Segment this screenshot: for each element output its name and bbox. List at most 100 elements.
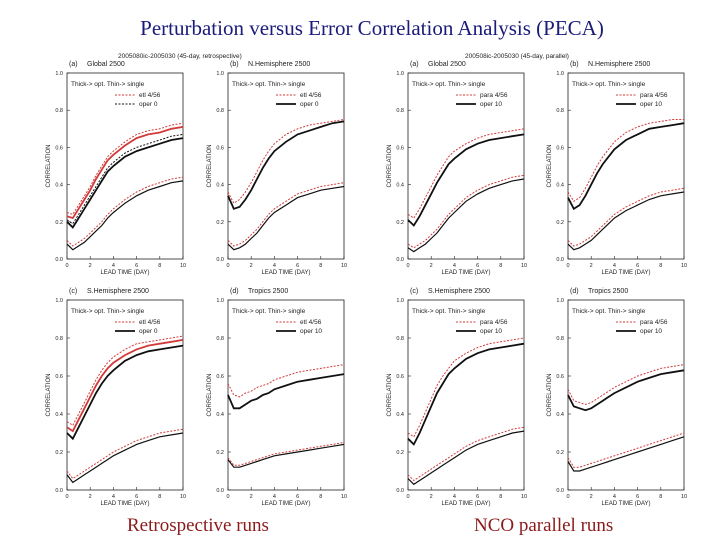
retrospective-b-legend-label: etl 4/56 — [300, 92, 322, 99]
retrospective-b-plot-frame — [227, 72, 345, 260]
parallel-b-xtick-label: 2 — [590, 263, 593, 269]
retrospective-c-ylabel: CORRELATION — [46, 374, 52, 417]
retrospective-d-ytick-label: 0.8 — [216, 336, 224, 342]
retrospective-d-subtitle: Tropics 2500 — [248, 288, 288, 295]
parallel-d-ytick-label: 0.2 — [556, 450, 564, 456]
retrospective-a-plot-frame — [66, 72, 184, 260]
parallel-c-xtick-label: 10 — [521, 494, 527, 500]
retrospective-c-series-2 — [66, 344, 184, 441]
retrospective-a-ytick-label: 0.8 — [55, 108, 63, 114]
parallel-c-panel-label: (c) — [410, 288, 418, 295]
retrospective-d-legend-label: etl 4/56 — [300, 319, 322, 326]
retrospective-d-ytick-label: 0.2 — [216, 450, 224, 456]
retrospective-c-xtick-label: 2 — [89, 494, 92, 500]
retrospective-a-legend-note: Thick-> opt. Thin-> single — [71, 81, 145, 88]
retrospective-b-xtick-label: 10 — [341, 263, 347, 269]
retrospective-a-ytick-label: 0.4 — [55, 183, 63, 189]
parallel-c-subtitle: S.Hemisphere 2500 — [428, 288, 490, 295]
retrospective-a-xtick-label: 2 — [89, 263, 92, 269]
parallel-b-series-1 — [567, 122, 685, 211]
parallel-b-panel-label: (b) — [570, 61, 579, 68]
parallel-c-ytick-label: 0.0 — [396, 488, 404, 494]
parallel-a-xlabel: LEAD TIME (DAY) — [441, 270, 490, 276]
parallel-a-ylabel: CORRELATION — [387, 145, 393, 188]
retrospective-a-series-5 — [66, 180, 184, 251]
retrospective-b-xtick-label: 0 — [226, 263, 229, 269]
parallel-d-series-1 — [567, 369, 685, 412]
retrospective-a-subtitle: Global 2500 — [87, 61, 125, 68]
parallel-a-series-1 — [407, 133, 525, 227]
parallel-b-xtick-label: 10 — [681, 263, 687, 269]
retrospective-b-ytick-label: 0.6 — [216, 145, 224, 151]
retrospective-c-ytick-label: 0.2 — [55, 450, 63, 456]
parallel-a-ytick-label: 0.4 — [396, 183, 404, 189]
parallel-a-legend-label: oper 10 — [480, 101, 502, 108]
parallel-b-legend-label: oper 10 — [640, 101, 662, 108]
parallel-d-subtitle: Tropics 2500 — [588, 288, 628, 295]
figure-header-retrospective: 2005080ic-2005030 (45-day, retrospective… — [118, 53, 242, 60]
retrospective-c-ytick-label: 0.4 — [55, 412, 63, 418]
retrospective-a-series-0 — [66, 122, 184, 215]
parallel-b-ytick-label: 0.4 — [556, 183, 564, 189]
retrospective-b-ytick-label: 0.0 — [216, 257, 224, 263]
parallel-a-legend-note: Thick-> opt. Thin-> single — [412, 81, 486, 88]
retrospective-b-legend-note: Thick-> opt. Thin-> single — [232, 81, 306, 88]
retrospective-b-panel-label: (b) — [230, 61, 239, 68]
parallel-c-series-3 — [407, 430, 525, 486]
retrospective-a-ytick-label: 1.0 — [55, 71, 63, 77]
retrospective-d-xtick-label: 2 — [250, 494, 253, 500]
parallel-b-xtick-label: 0 — [566, 263, 569, 269]
parallel-c-ytick-label: 1.0 — [396, 298, 404, 304]
retrospective-b-ytick-label: 1.0 — [216, 71, 224, 77]
retrospective-d-xtick-label: 10 — [341, 494, 347, 500]
retrospective-c-xlabel: LEAD TIME (DAY) — [100, 501, 149, 507]
retrospective-b-legend-label: oper 0 — [300, 101, 319, 108]
parallel-c-legend-label: para 4/56 — [480, 319, 508, 326]
retrospective-c-xtick-label: 10 — [180, 494, 186, 500]
parallel-a-xtick-label: 6 — [476, 263, 479, 269]
parallel-b-legend-label: para 4/56 — [640, 92, 668, 99]
retrospective-d-legend-label: oper 10 — [300, 328, 322, 335]
parallel-a-xtick-label: 2 — [430, 263, 433, 269]
parallel-d-plot-frame — [567, 299, 685, 491]
parallel-a-series-3 — [407, 178, 525, 253]
retrospective-b-ytick-label: 0.8 — [216, 108, 224, 114]
retrospective-d-series-3 — [227, 443, 345, 468]
retrospective-d-ytick-label: 0.0 — [216, 488, 224, 494]
parallel-d-xlabel: LEAD TIME (DAY) — [601, 501, 650, 507]
retrospective-d-xlabel: LEAD TIME (DAY) — [261, 501, 310, 507]
parallel-c-ytick-label: 0.2 — [396, 450, 404, 456]
retrospective-a-series-2 — [66, 133, 184, 225]
retrospective-a-panel-label: (a) — [69, 61, 78, 68]
parallel-d-xtick-label: 6 — [636, 494, 639, 500]
retrospective-b-ylabel: CORRELATION — [207, 145, 213, 188]
retrospective-c-xtick-label: 8 — [158, 494, 161, 500]
retrospective-a-series-1 — [66, 126, 184, 220]
parallel-c-ytick-label: 0.4 — [396, 412, 404, 418]
retrospective-d-plot-frame — [227, 299, 345, 491]
retrospective-a-xtick-label: 10 — [180, 263, 186, 269]
retrospective-a-ylabel: CORRELATION — [46, 145, 52, 188]
retrospective-b-ytick-label: 0.4 — [216, 183, 224, 189]
parallel-b-ytick-label: 0.8 — [556, 108, 564, 114]
retrospective-c-legend-note: Thick-> opt. Thin-> single — [71, 308, 145, 315]
retrospective-d-xtick-label: 6 — [296, 494, 299, 500]
retrospective-b-series-1 — [227, 120, 345, 210]
retrospective-d-series-2 — [227, 442, 345, 466]
parallel-c-xtick-label: 2 — [430, 494, 433, 500]
retrospective-a-ytick-label: 0.2 — [55, 220, 63, 226]
parallel-c-xlabel: LEAD TIME (DAY) — [441, 501, 490, 507]
retrospective-a-legend-label: oper 0 — [139, 101, 158, 108]
parallel-d-legend-label: para 4/56 — [640, 319, 668, 326]
parallel-d-series-2 — [567, 432, 685, 468]
parallel-b-ytick-label: 0.2 — [556, 220, 564, 226]
retrospective-b-subtitle: N.Hemisphere 2500 — [248, 61, 310, 68]
retrospective-d-panel-label: (d) — [230, 288, 239, 295]
retrospective-c-series-0 — [66, 335, 184, 427]
parallel-d-xtick-label: 8 — [659, 494, 662, 500]
retrospective-c-plot-frame — [66, 299, 184, 491]
parallel-a-subtitle: Global 2500 — [428, 61, 466, 68]
retrospective-c-series-4 — [66, 432, 184, 484]
parallel-a-xtick-label: 10 — [521, 263, 527, 269]
parallel-b-xtick-label: 6 — [636, 263, 639, 269]
